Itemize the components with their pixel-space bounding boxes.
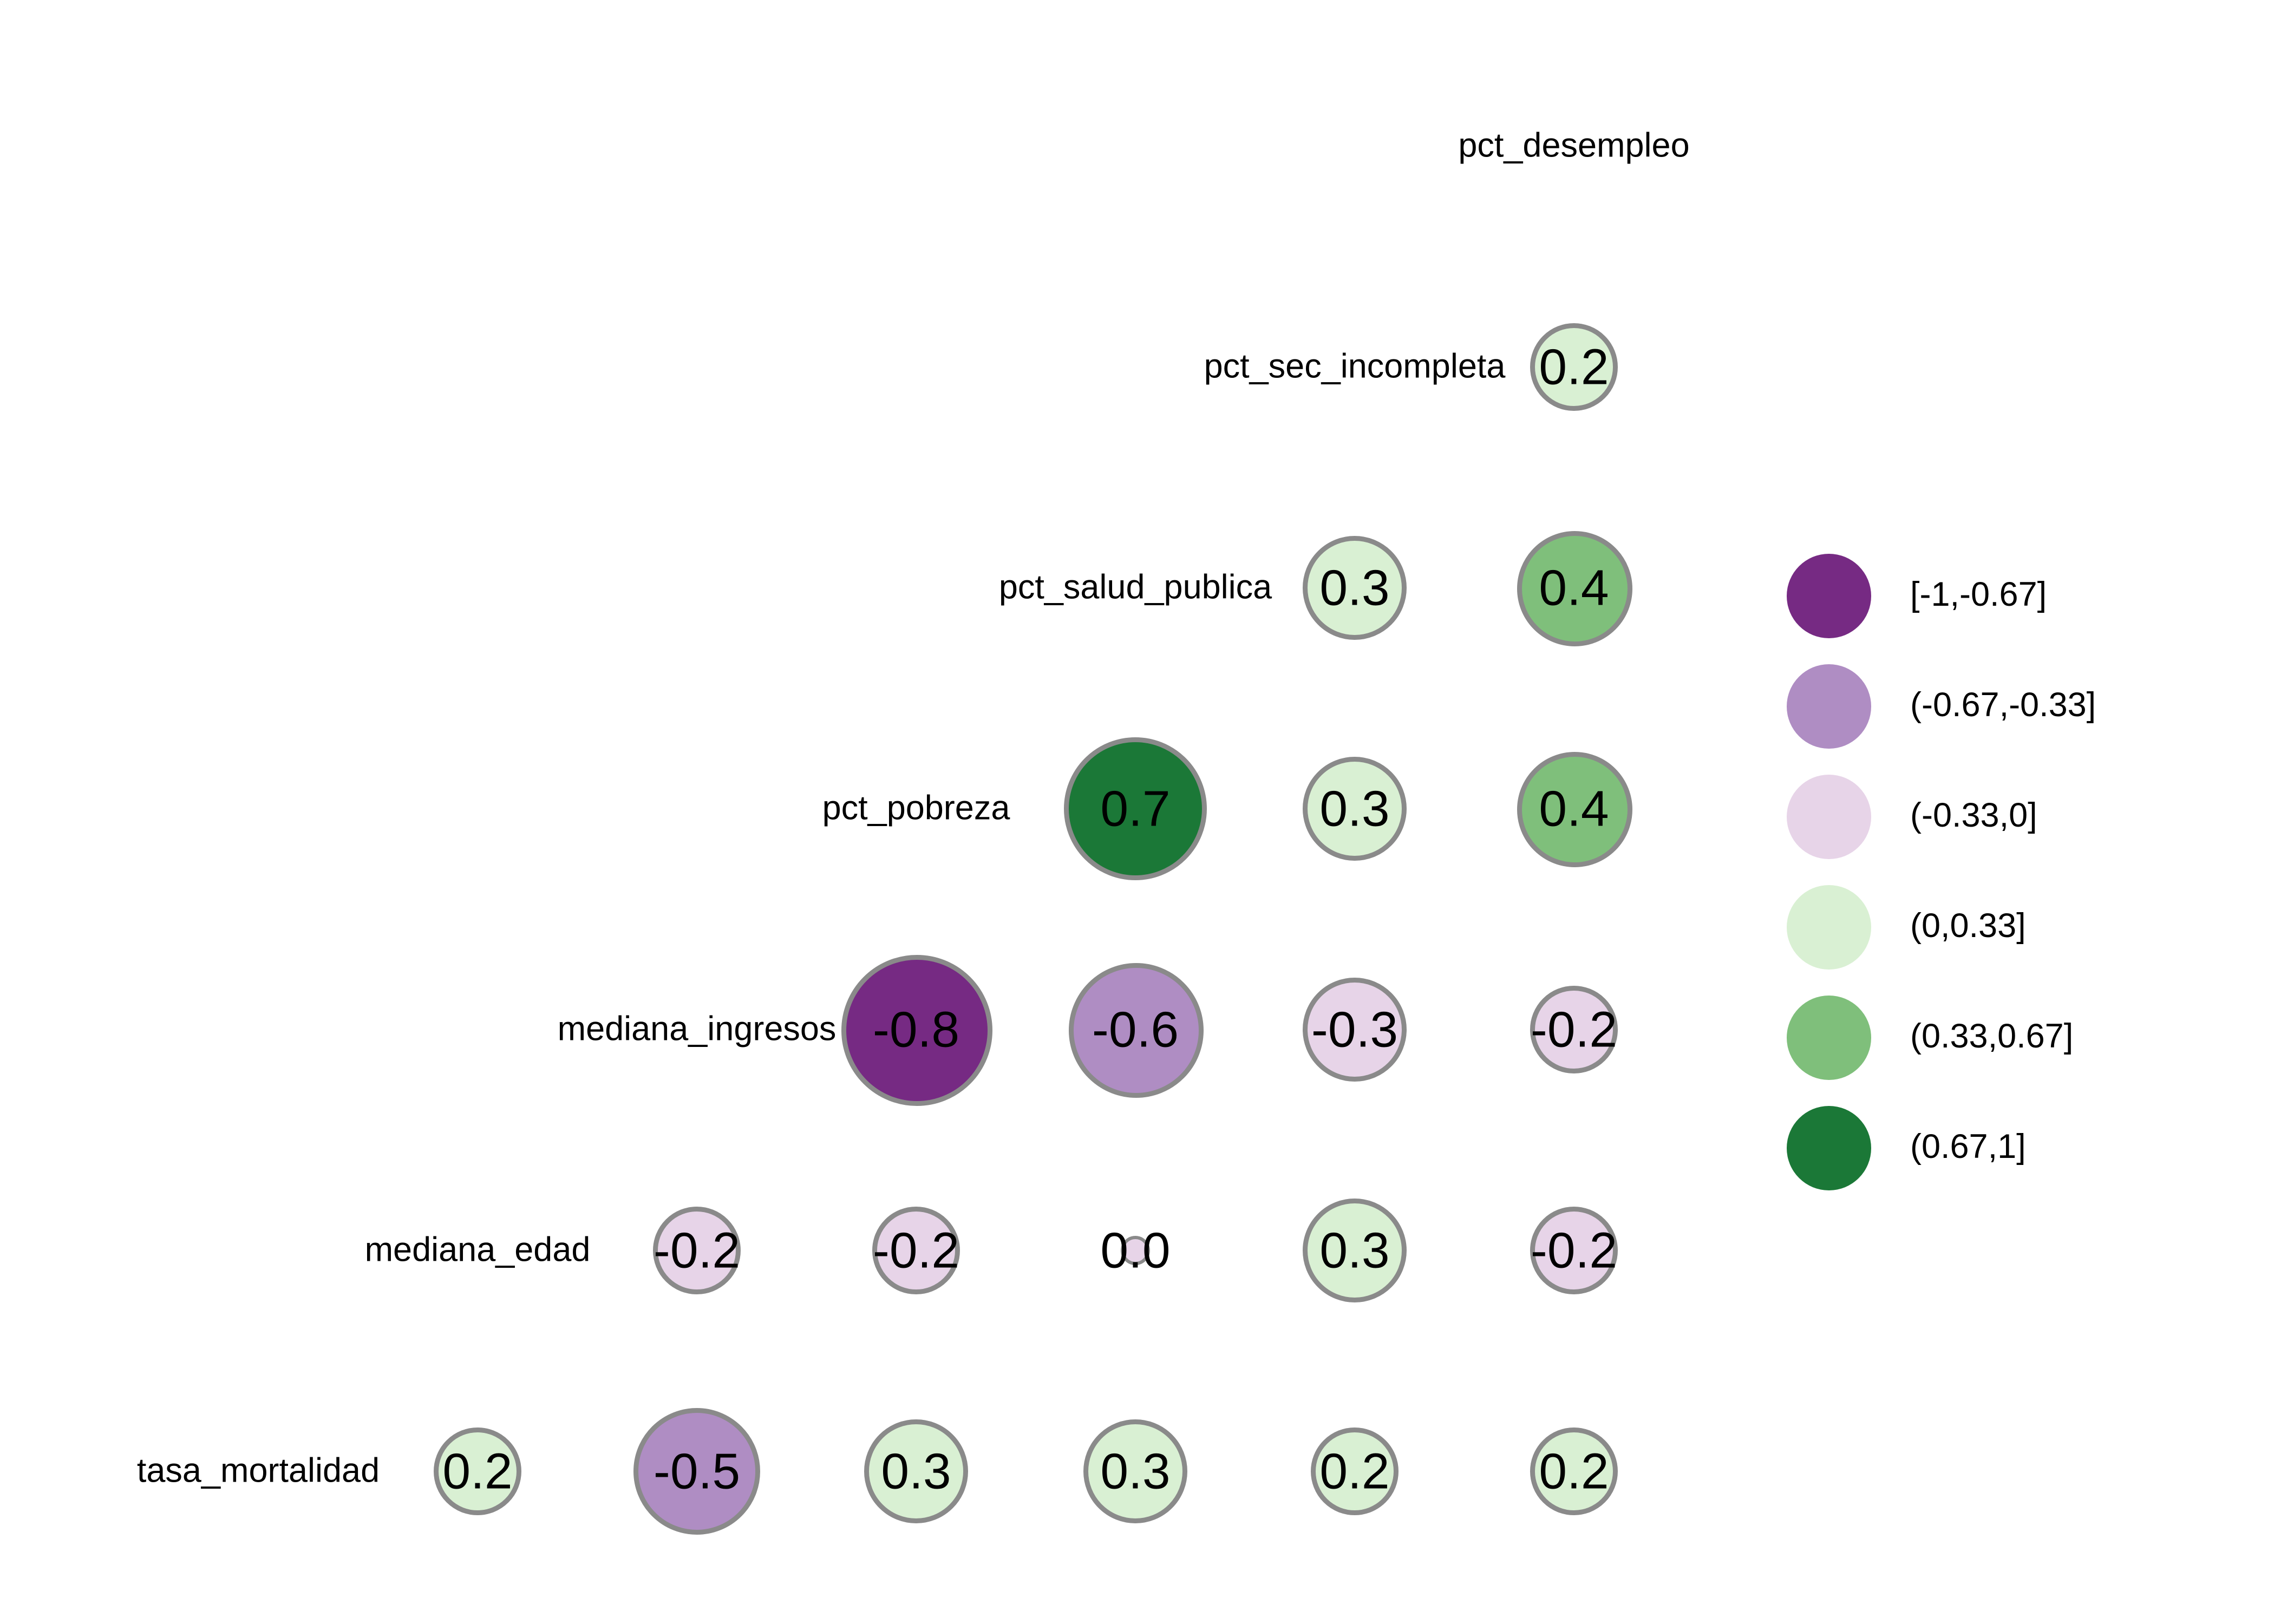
corr-value: 0.7: [1100, 780, 1171, 837]
legend-item: (-0.33,0]: [1787, 762, 2096, 872]
corr-bubble: [1530, 1427, 1618, 1515]
corr-bubble: [872, 1207, 960, 1294]
corr-bubble: [840, 954, 992, 1105]
corr-value: 0.2: [1539, 338, 1609, 396]
legend-item: (-0.67,-0.33]: [1787, 651, 2096, 762]
legend-swatch-circle: [1787, 996, 1871, 1080]
variable-label-mediana_edad: mediana_edad: [364, 1232, 591, 1269]
corr-value: 0.2: [1539, 1443, 1609, 1500]
legend-range-label: (0.33,0.67]: [1910, 1018, 2074, 1056]
corr-value: 0.3: [881, 1443, 951, 1500]
corr-bubble: [1068, 962, 1203, 1097]
corr-value: 0.4: [1539, 780, 1609, 837]
corr-bubble: [1121, 1236, 1150, 1265]
corr-value: 0.3: [1319, 780, 1390, 837]
corr-value: -0.6: [1092, 1001, 1179, 1058]
corr-value: 0.0: [1100, 1222, 1171, 1279]
variable-label-mediana_ingresos: mediana_ingresos: [557, 1011, 837, 1049]
corr-bubble: [1530, 986, 1618, 1073]
legend-range-label: (0.67,1]: [1910, 1129, 2026, 1166]
variable-label-pct_pobreza: pct_pobreza: [822, 790, 1010, 828]
corr-bubble: [1064, 737, 1207, 880]
corr-bubble: [1303, 978, 1407, 1082]
corr-value: 0.3: [1319, 1222, 1390, 1279]
legend-swatch-circle: [1787, 554, 1871, 638]
corr-bubble: [434, 1427, 521, 1515]
variable-label-pct_salud_publica: pct_salud_publica: [998, 569, 1272, 607]
corr-bubble: [633, 1408, 760, 1535]
corr-value: 0.3: [1100, 1443, 1171, 1500]
legend-range-label: (0,0.33]: [1910, 908, 2026, 945]
variable-label-pct_desempleo: pct_desempleo: [1458, 127, 1690, 165]
corr-value: 0.3: [1319, 559, 1390, 617]
corr-bubble: [1303, 536, 1407, 640]
legend-range-label: (-0.67,-0.33]: [1910, 687, 2096, 724]
corr-bubble: [1311, 1427, 1399, 1515]
legend-item: [-1,-0.67]: [1787, 541, 2096, 651]
variable-label-tasa_mortalidad: tasa_mortalidad: [136, 1452, 380, 1490]
legend-range-label: [-1,-0.67]: [1910, 577, 2047, 614]
legend-item: (0.33,0.67]: [1787, 983, 2096, 1093]
corr-value: -0.2: [653, 1222, 741, 1279]
corr-value: -0.8: [872, 1001, 960, 1058]
legend-swatch-circle: [1787, 775, 1871, 859]
corr-value: -0.3: [1311, 1001, 1399, 1058]
variable-label-pct_sec_incompleta: pct_sec_incompleta: [1204, 348, 1506, 386]
legend-item: (0.67,1]: [1787, 1093, 2096, 1203]
corr-bubble: [1516, 530, 1632, 646]
corr-bubble: [1516, 751, 1632, 867]
legend: [-1,-0.67] (-0.67,-0.33] (-0.33,0] (0,0.33]…: [1787, 541, 2096, 1203]
corr-value: -0.5: [653, 1443, 741, 1500]
corr-bubble: [1530, 1207, 1618, 1294]
legend-swatch-circle: [1787, 1106, 1871, 1190]
corr-value: -0.2: [872, 1222, 960, 1279]
corr-value: 0.2: [1319, 1443, 1390, 1500]
corr-bubble: [653, 1207, 741, 1294]
legend-swatch-circle: [1787, 885, 1871, 970]
corr-value: 0.4: [1539, 559, 1609, 617]
corr-bubble: [1303, 1199, 1407, 1302]
corr-bubble: [1530, 323, 1618, 411]
legend-range-label: (-0.33,0]: [1910, 797, 2037, 835]
corr-bubble: [1303, 757, 1407, 861]
corr-value: 0.2: [442, 1443, 513, 1500]
corr-value: -0.2: [1530, 1001, 1618, 1058]
corr-bubble: [1083, 1419, 1187, 1523]
corr-bubble: [864, 1419, 968, 1523]
legend-swatch-circle: [1787, 664, 1871, 749]
legend-item: (0,0.33]: [1787, 872, 2096, 983]
corr-value: -0.2: [1530, 1222, 1618, 1279]
